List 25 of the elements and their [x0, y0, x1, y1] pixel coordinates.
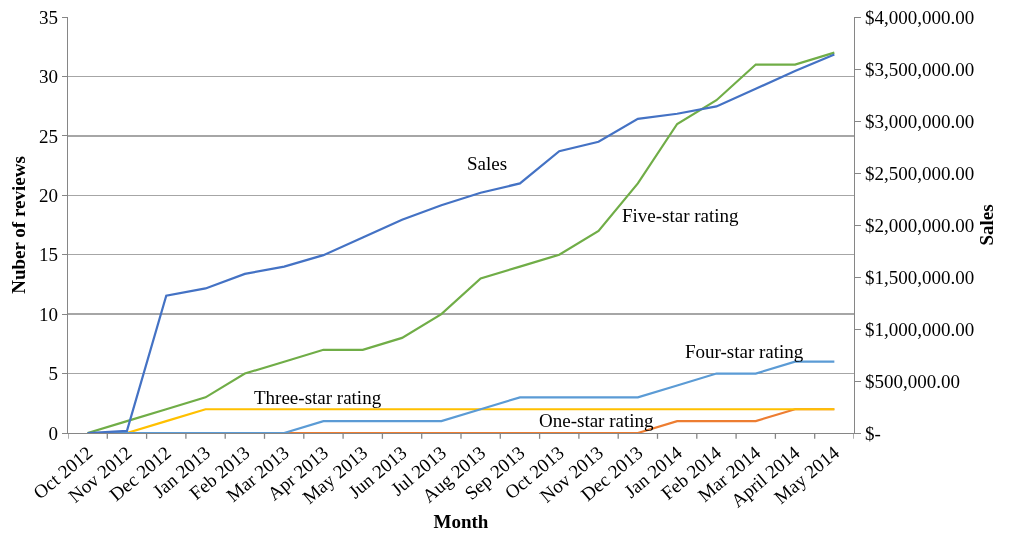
y2-tick-label: $2,500,000.00	[865, 162, 975, 184]
series-label: Four-star rating	[685, 341, 804, 362]
series-label: Five-star rating	[622, 205, 740, 226]
series-label: Sales	[467, 153, 508, 174]
y-tick-label: 15	[38, 244, 58, 266]
series-label: Three-star rating	[254, 387, 382, 408]
y2-tick-label: $1,500,000.00	[865, 266, 975, 288]
y2-tick-label: $-	[865, 422, 881, 444]
y2-axis-title: Sales	[976, 204, 997, 246]
y-tick-label: 0	[48, 422, 58, 444]
y-tick-label: 35	[38, 6, 58, 28]
y-tick-label: 10	[38, 303, 58, 325]
series-label: One-star rating	[539, 410, 654, 431]
y2-tick-label: $3,500,000.00	[865, 58, 975, 80]
y2-tick-label: $4,000,000.00	[865, 6, 975, 28]
y-tick-label: 20	[38, 184, 58, 206]
y2-tick-label: $3,000,000.00	[865, 110, 975, 132]
x-axis-title: Month	[433, 510, 489, 532]
y-tick-label: 30	[38, 66, 58, 88]
y-tick-label: 25	[38, 125, 58, 147]
y2-tick-label: $500,000.00	[865, 370, 961, 392]
y-tick-label: 5	[48, 363, 58, 385]
y2-tick-label: $1,000,000.00	[865, 318, 975, 340]
y-axis-title: Nuber of reviews	[7, 156, 29, 294]
y2-tick-label: $2,000,000.00	[865, 214, 975, 236]
